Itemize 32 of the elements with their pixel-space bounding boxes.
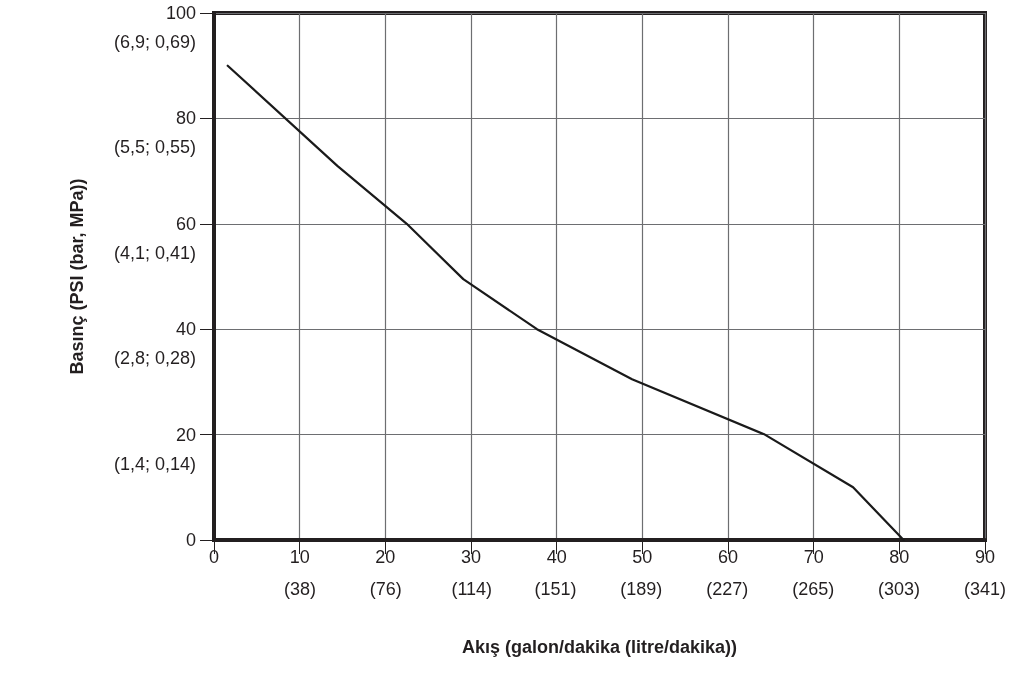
x-tick-label: 50 (632, 547, 653, 567)
x2-tick-label: (114) (451, 579, 493, 599)
text: (6,9; 0,69) (113, 32, 196, 52)
x-tick-label: 10 (289, 547, 310, 567)
y-axis-title: Basınç (PSI (bar, MPa)) (67, 178, 87, 375)
text: (2,8; 0,28) (113, 348, 196, 369)
y-tick-label: 40 (175, 319, 196, 340)
x2-tick-label: (341) (963, 579, 1007, 599)
x-tick-label: 0 (208, 547, 220, 567)
x-tick-label: 80 (889, 547, 910, 567)
y-tick-label: 60 (175, 213, 196, 234)
x2-tick-label: (265) (792, 579, 835, 599)
x2-tick-label: (38) (283, 579, 316, 599)
x-tick-label: 70 (803, 547, 824, 567)
x2-tick-label: (227) (706, 579, 749, 599)
x2-tick-label: (303) (878, 579, 921, 599)
x2-tick-label: (189) (620, 579, 663, 599)
text: (4,1; 0,41) (113, 242, 196, 263)
text: (1,4; 0,14) (113, 453, 196, 474)
y-tick-label: 20 (175, 424, 196, 445)
x2-tick-label: (76) (369, 579, 402, 599)
x2-tick-label: (151) (534, 579, 577, 599)
x-tick-label: 60 (717, 547, 739, 567)
x-tick-label: 30 (460, 547, 482, 567)
y-tick-label: 100 (165, 3, 196, 23)
x-tick-label: 90 (974, 547, 996, 567)
y-tick-label: 80 (175, 108, 196, 129)
x-axis-title: Akış (galon/dakika (litre/dakika)) (461, 637, 738, 657)
x-tick-label: 40 (546, 547, 567, 567)
text: (5,5; 0,55) (113, 137, 196, 158)
y-tick-label: 0 (185, 530, 196, 550)
x-tick-label: 20 (375, 547, 396, 567)
